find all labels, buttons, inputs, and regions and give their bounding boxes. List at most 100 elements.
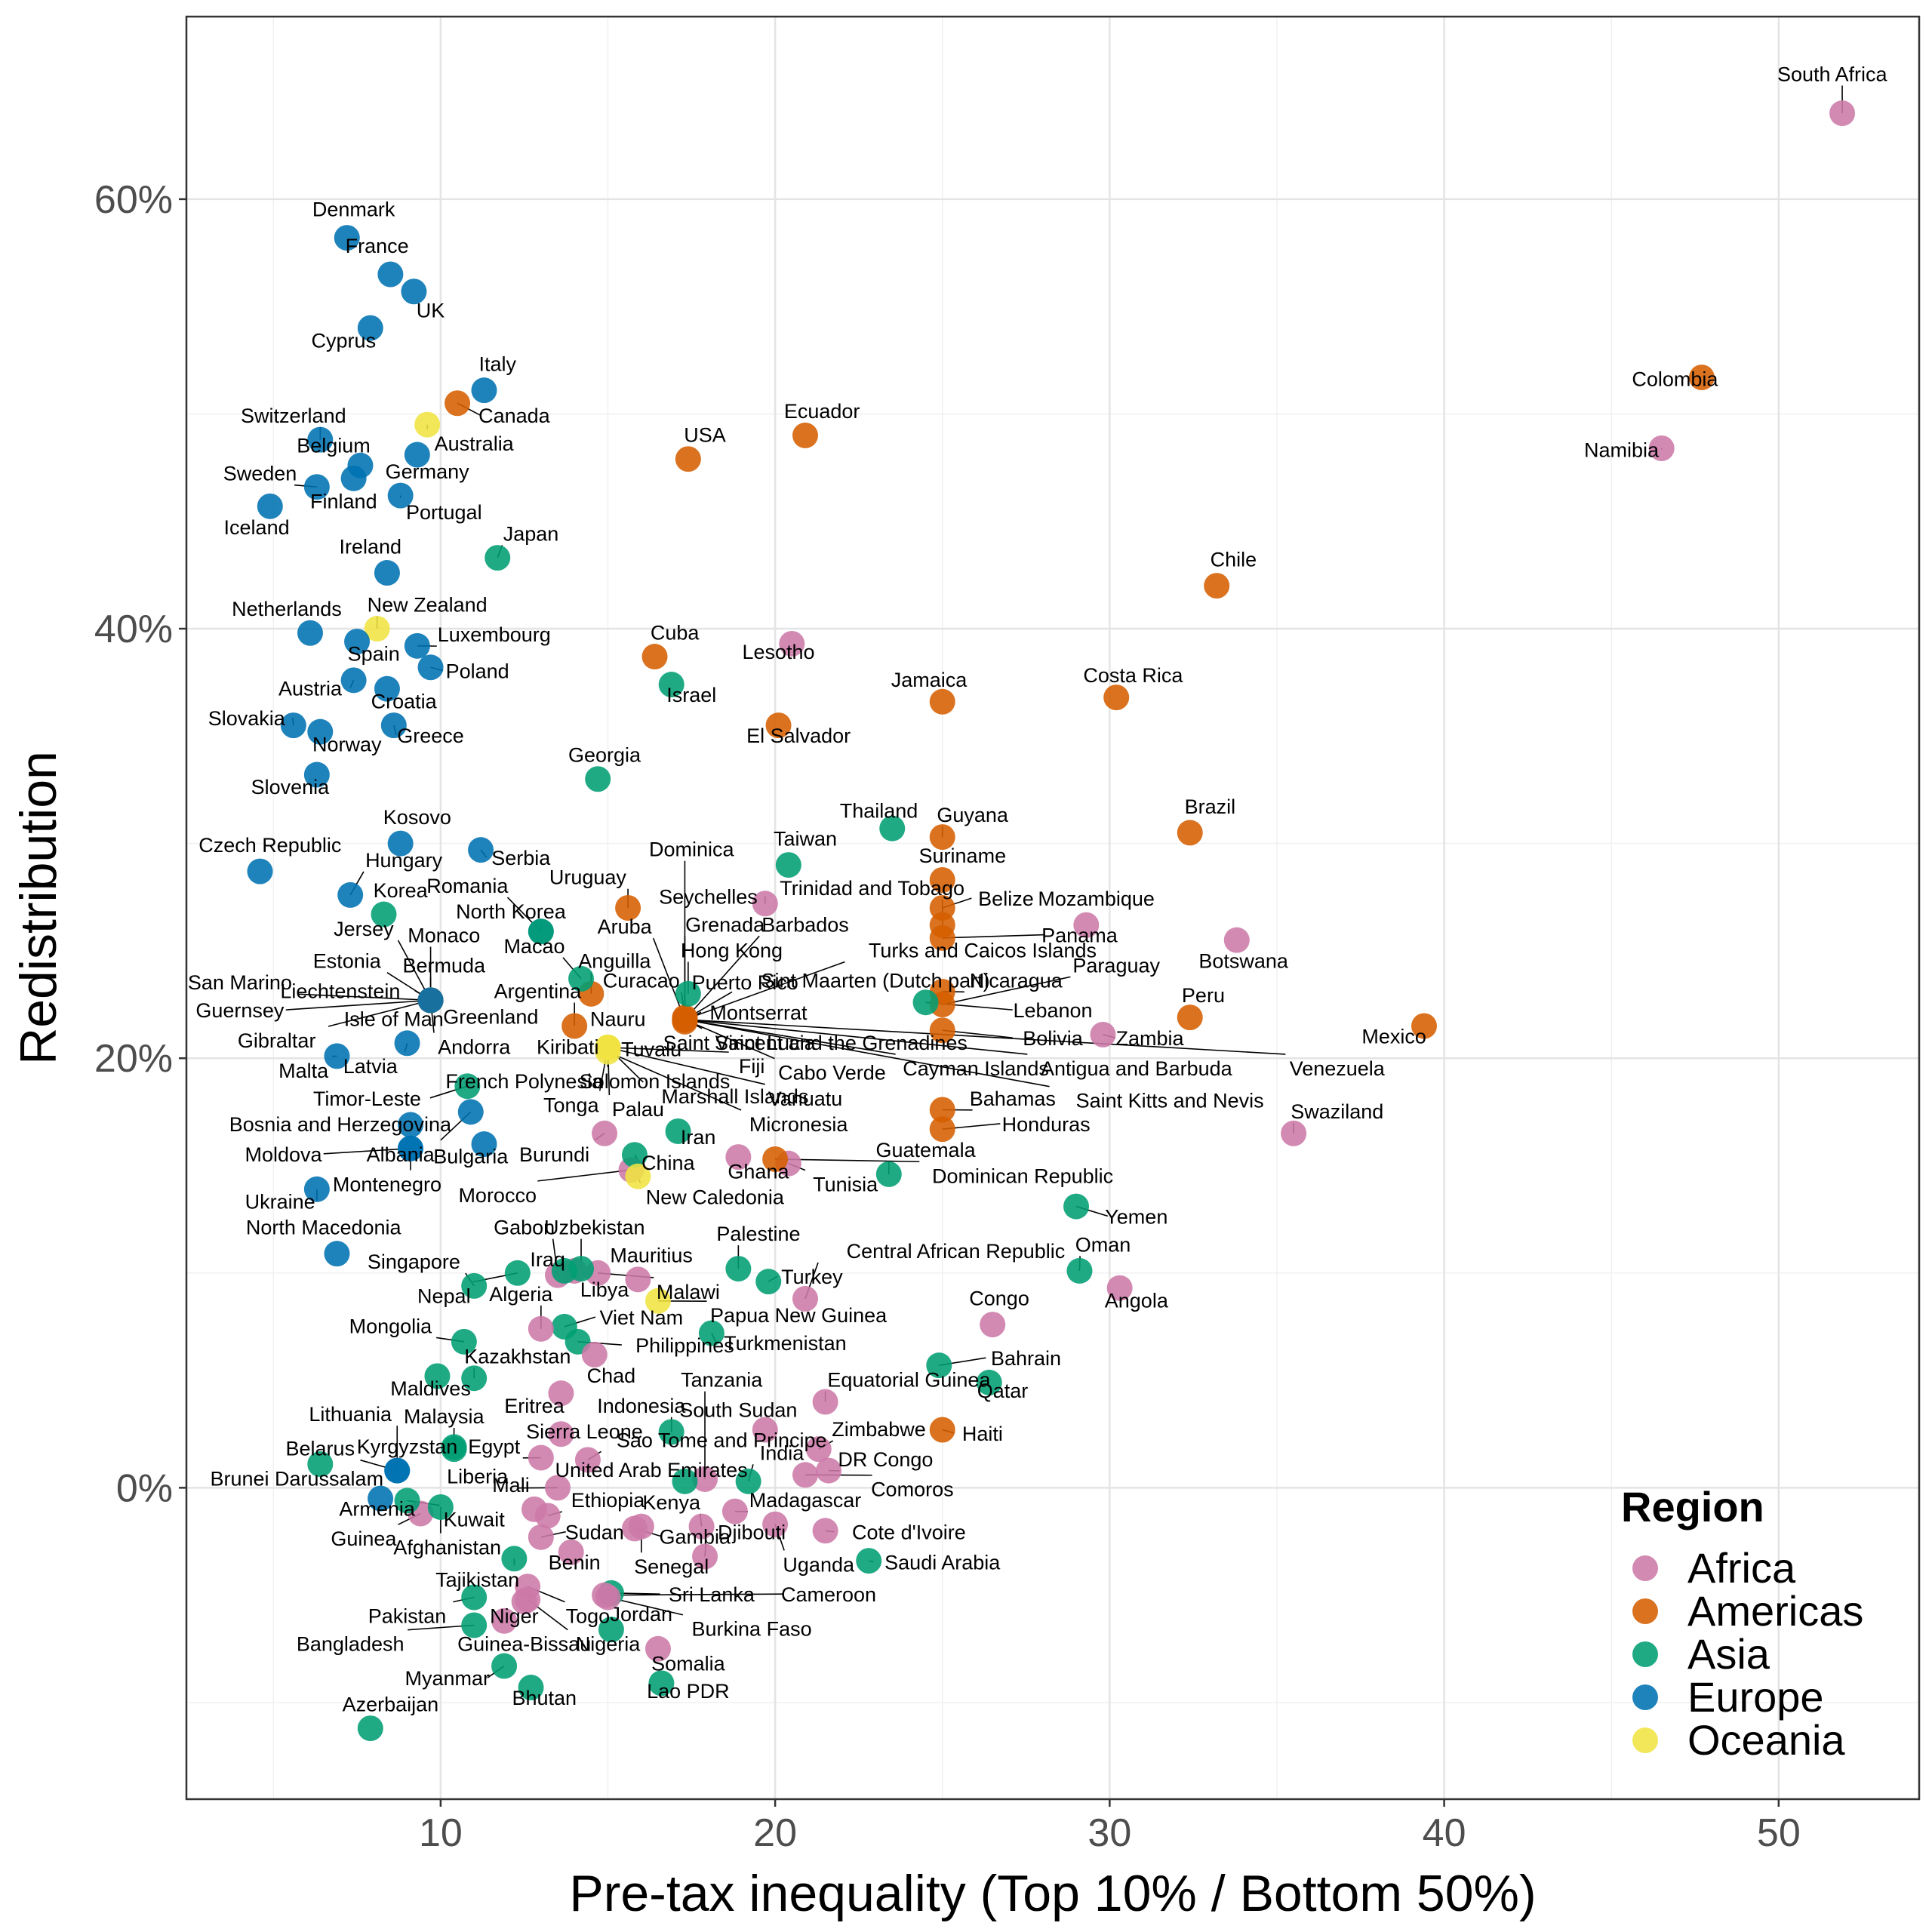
point-label: Liberia [447,1466,509,1488]
data-point [394,1487,420,1514]
legend-label-americas: Americas [1687,1587,1863,1635]
point-label: Viet Nam [600,1306,684,1329]
point-label: Venezuela [1290,1057,1386,1080]
data-point [461,1612,488,1638]
point-label: Turks and Caicos Islands [869,939,1097,961]
data-point [1063,1193,1090,1220]
data-point [468,837,494,863]
point-label: Lesotho [742,641,814,663]
point-label: Guinea [331,1527,397,1550]
point-label: Zimbabwe [832,1418,926,1441]
point-label: Ghana [728,1161,789,1183]
leader-line [685,1019,896,1055]
point-label: Curacao [603,969,680,992]
point-label: Philippines [635,1334,734,1357]
point-label: Ethiopia [571,1489,646,1512]
point-label: Cayman Islands [903,1057,1049,1080]
data-point [595,1034,621,1060]
data-point [792,1462,818,1488]
data-point [735,1468,761,1494]
point-label: Barbados [761,913,849,936]
point-label: Isle of Man [344,1008,444,1031]
point-label: Ireland [340,535,402,558]
point-label: Uganda [783,1553,855,1576]
data-point [528,918,554,945]
data-point [427,1494,454,1520]
leader-line [685,1019,1286,1055]
point-label: Spain [348,643,400,666]
point-label: Namibia [1584,438,1660,461]
point-label: Swaziland [1291,1100,1383,1123]
data-point [457,1099,484,1125]
point-label: Romania [426,875,509,897]
data-point [762,1511,789,1537]
data-point [641,644,668,670]
point-label: Comoros [871,1478,954,1501]
point-label: Gambia [659,1525,731,1548]
data-point [445,390,471,417]
data-point [1281,1120,1307,1146]
data-point [1411,1013,1437,1039]
data-point [551,1257,577,1284]
data-point [1223,927,1250,953]
point-label: Jordan [611,1603,673,1626]
point-label: Paraguay [1072,954,1160,977]
point-label: Slovakia [208,707,286,730]
point-label: Israel [666,684,716,706]
point-label: Angola [1105,1289,1169,1312]
point-label: Germany [386,460,470,483]
data-point [625,1163,651,1189]
data-point [380,712,407,739]
point-label: South Sudan [679,1398,797,1421]
point-label: Denmark [312,198,395,221]
leader-line [685,1019,775,1060]
point-label: Lebanon [1013,999,1092,1022]
point-label: Bhutan [512,1687,577,1709]
legend-key-africa [1632,1555,1658,1581]
point-label: Togo [566,1605,611,1628]
point-label: Gabon [494,1217,555,1239]
data-point [371,901,397,928]
data-point [461,1272,488,1299]
plot-background [186,17,1919,1799]
point-label: Albania [367,1143,435,1166]
point-label: Latvia [343,1055,398,1078]
plot-border [185,15,1921,1801]
point-label: Italy [478,353,516,376]
data-point [856,1548,882,1574]
point-label: Chad [587,1364,636,1387]
data-point [598,1617,624,1643]
point-label: Greenland [443,1006,538,1029]
data-point [648,1670,675,1697]
point-label: Mozambique [1038,888,1155,910]
point-label: Macao [503,935,565,958]
point-label: Moldova [245,1143,323,1166]
legend-key-oceania [1632,1727,1658,1753]
point-label: Algeria [489,1283,553,1306]
point-label: South Africa [1777,63,1888,85]
point-label: Fiji [739,1055,765,1078]
data-point [397,1112,423,1138]
point-label: Dominica [649,838,735,861]
point-label: Belgium [297,435,371,457]
leader-line [684,935,760,1020]
leader-line [608,1047,729,1053]
y-tick-label: 40% [94,608,173,651]
data-point [424,1363,451,1389]
point-label: Bahamas [970,1088,1056,1110]
data-point [658,1419,685,1445]
data-point [384,1457,411,1484]
data-point [665,1118,691,1144]
data-point [688,1513,715,1540]
point-label: Bahrain [991,1347,1061,1370]
data-point [879,815,906,841]
x-tick-label: 40 [1423,1811,1466,1855]
leader-line [608,1051,742,1111]
point-label: Hong Kong [681,939,783,961]
axis-ticks: 10 20 30 40 50 0% 20% 40% 60% [94,178,1801,1855]
data-point [912,989,939,1016]
point-label: Japan [503,522,559,545]
point-label: Jersey [334,918,394,940]
point-label: UK [417,299,445,321]
data-point [504,1260,531,1286]
